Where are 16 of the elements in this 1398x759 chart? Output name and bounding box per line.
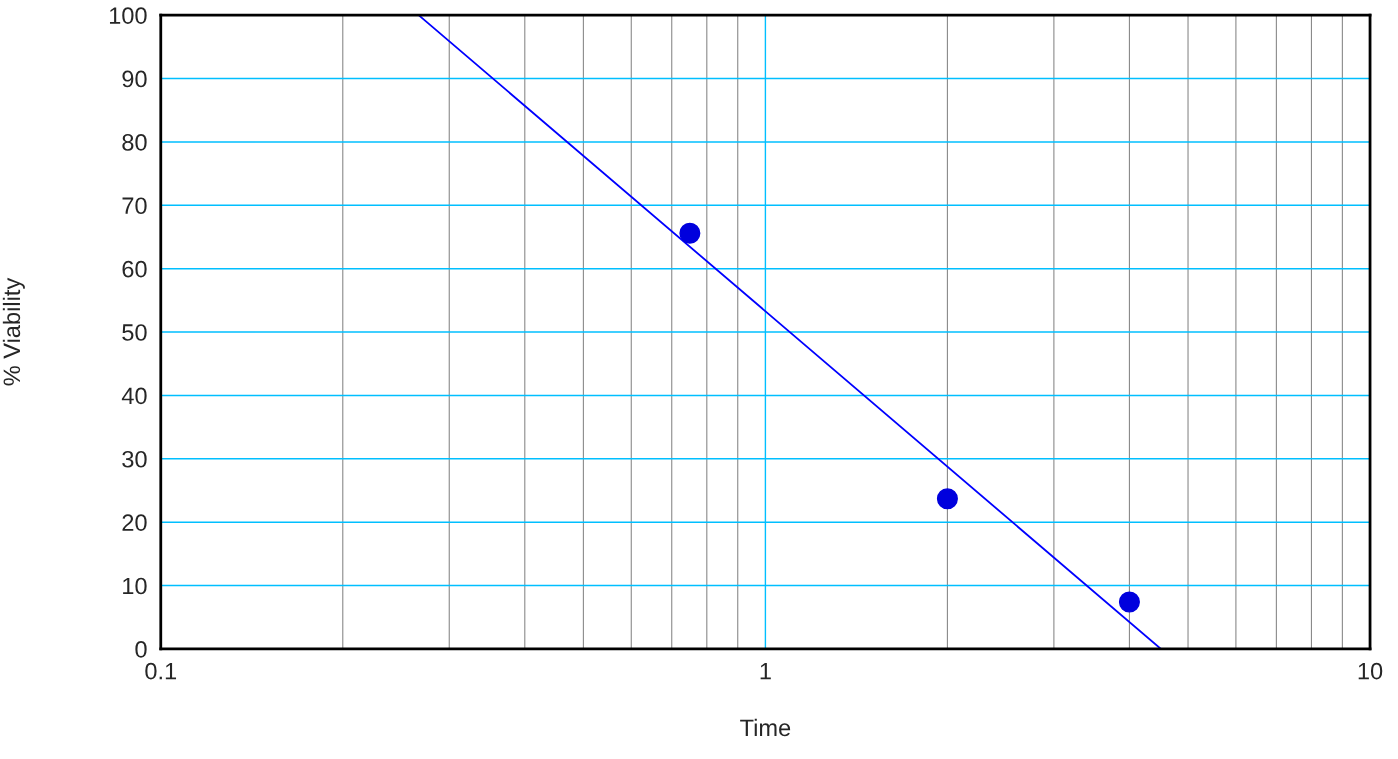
x-axis-title: Time (740, 718, 791, 737)
y-tick-label: 60 (122, 260, 147, 278)
y-tick-label: 20 (122, 514, 147, 531)
y-tick-label: 30 (122, 450, 147, 468)
y-tick-label: 40 (121, 387, 147, 405)
y-tick-label: 90 (122, 70, 147, 88)
x-tick-label: 1 (760, 663, 771, 680)
y-tick-label: 100 (109, 7, 147, 24)
y-tick-label: 10 (123, 577, 147, 595)
x-tick-label: 0.1 (145, 662, 177, 680)
y-tick-label: 70 (122, 197, 147, 215)
y-axis-title: % Viability (2, 277, 25, 386)
y-tick-label: 80 (122, 134, 147, 151)
y-tick-label: 0 (135, 641, 147, 658)
y-tick-label: 50 (122, 324, 147, 341)
x-tick-label: 10 (1358, 662, 1383, 680)
